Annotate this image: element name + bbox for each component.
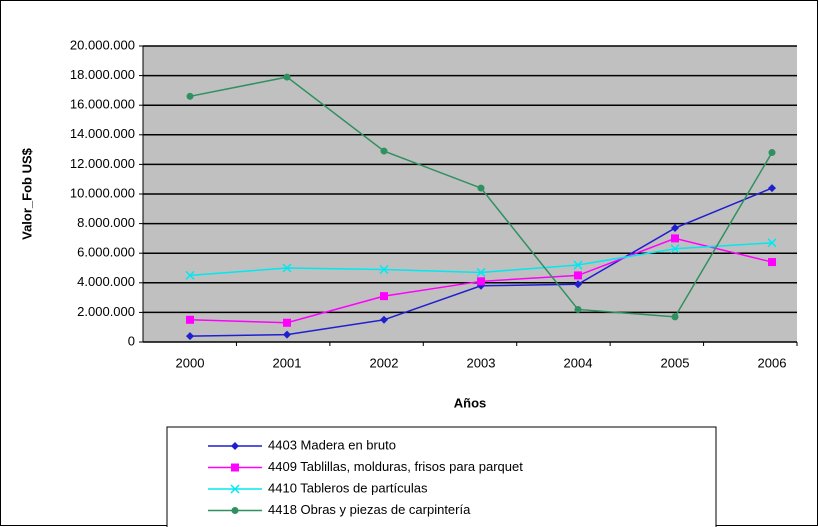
x-tick-label: 2001 <box>273 355 302 370</box>
legend-label: 4410 Tableros de partículas <box>268 480 428 495</box>
marker <box>231 463 239 472</box>
marker <box>573 260 583 270</box>
marker <box>380 147 388 155</box>
y-tick-label: 8.000.000 <box>77 215 135 230</box>
x-tick-label: 2006 <box>758 355 787 370</box>
marker <box>670 244 680 254</box>
marker <box>477 277 485 286</box>
marker <box>186 332 194 341</box>
marker <box>185 270 195 280</box>
marker <box>283 73 291 81</box>
marker <box>379 264 389 275</box>
y-tick-label: 16.000.000 <box>70 97 135 112</box>
marker <box>283 330 291 339</box>
marker <box>231 442 239 450</box>
x-tick-label: 2000 <box>176 355 205 370</box>
y-axis-title: Valor_Fob US$ <box>19 147 34 240</box>
y-tick-label: 12.000.000 <box>70 156 135 171</box>
y-tick-label: 14.000.000 <box>70 126 135 141</box>
y-tick-label: 4.000.000 <box>77 274 135 289</box>
marker <box>476 267 486 277</box>
marker <box>671 313 679 321</box>
legend-label: 4403 Madera en bruto <box>268 437 396 452</box>
marker <box>282 263 292 273</box>
y-tick-label: 0 <box>128 333 135 348</box>
y-tick-label: 18.000.000 <box>70 67 135 82</box>
marker <box>186 92 194 100</box>
marker <box>186 315 194 324</box>
marker <box>767 238 777 248</box>
y-tick-label: 2.000.000 <box>77 304 135 319</box>
marker <box>477 184 485 192</box>
marker <box>768 258 776 267</box>
x-tick-label: 2005 <box>661 355 690 370</box>
x-tick-label: 2003 <box>467 355 496 370</box>
legend-label: 4418 Obras y piezas de carpintería <box>268 502 471 517</box>
marker <box>768 184 776 193</box>
marker <box>671 234 679 243</box>
y-tick-label: 20.000.000 <box>70 37 135 52</box>
x-tick-label: 2002 <box>370 355 399 370</box>
marker <box>574 305 582 313</box>
marker <box>231 507 239 514</box>
marker <box>380 292 388 301</box>
marker <box>574 280 582 289</box>
y-tick-label: 6.000.000 <box>77 245 135 260</box>
y-tick-label: 10.000.000 <box>70 185 135 200</box>
x-axis-title: Años <box>454 395 487 410</box>
marker <box>768 149 776 157</box>
marker <box>671 224 679 233</box>
marker <box>380 315 388 324</box>
x-tick-label: 2004 <box>564 355 593 370</box>
marker <box>574 271 582 280</box>
marker <box>230 484 240 494</box>
marker <box>283 318 291 327</box>
legend-label: 4409 Tablillas, molduras, frisos para pa… <box>268 459 523 474</box>
